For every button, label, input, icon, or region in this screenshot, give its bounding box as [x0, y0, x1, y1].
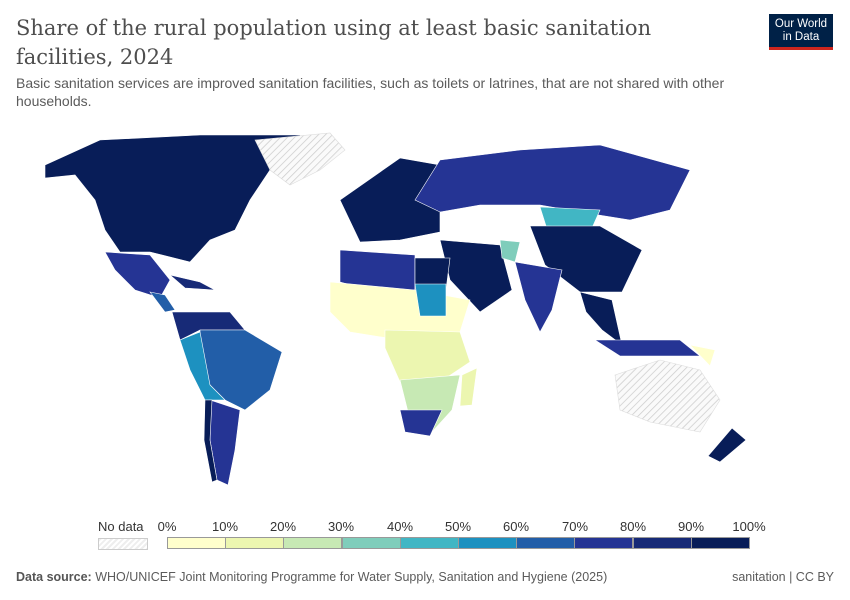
region-greenland[interactable]: [254, 132, 346, 186]
logo-line1: Our World: [774, 18, 828, 30]
region-mexico[interactable]: [104, 251, 171, 299]
region-russia[interactable]: [414, 144, 691, 221]
source-text[interactable]: WHO/UNICEF Joint Monitoring Programme fo…: [95, 570, 608, 584]
legend-tick: 40%: [386, 519, 414, 534]
region-new-zealand[interactable]: [707, 427, 747, 463]
data-source: Data source: WHO/UNICEF Joint Monitoring…: [16, 570, 607, 584]
legend-bin[interactable]: [574, 537, 634, 549]
legend-no-data-label: No data: [98, 519, 144, 534]
logo-line2: in Data: [782, 31, 820, 43]
legend-no-data-swatch: [98, 538, 148, 550]
region-india[interactable]: [514, 261, 563, 333]
region-sudan[interactable]: [414, 283, 447, 317]
region-central-africa[interactable]: [384, 329, 471, 383]
legend-bin[interactable]: [632, 537, 692, 549]
legend-tick: 50%: [444, 519, 472, 534]
region-north-america[interactable]: [44, 134, 311, 263]
region-papua-new-guinea[interactable]: [689, 344, 716, 367]
legend-bin[interactable]: [225, 537, 285, 549]
license[interactable]: sanitation | CC BY: [732, 570, 834, 584]
legend-tick: 100%: [732, 519, 766, 534]
region-central-america[interactable]: [149, 291, 176, 313]
region-europe[interactable]: [339, 157, 441, 243]
legend-tick: 80%: [619, 519, 647, 534]
region-peru-bolivia[interactable]: [179, 331, 226, 401]
legend-bin[interactable]: [283, 537, 343, 549]
region-indonesia-philippines[interactable]: [593, 339, 701, 357]
chart-title: Share of the rural population using at l…: [16, 16, 652, 69]
chart-subtitle: Basic sanitation services are improved s…: [16, 75, 725, 109]
legend-tick: 0%: [157, 519, 177, 534]
legend-tick: 70%: [561, 519, 589, 534]
source-label: Data source:: [16, 570, 92, 584]
legend-bin[interactable]: [399, 537, 459, 549]
world-map[interactable]: [0, 120, 850, 510]
legend: No data 0% 10% 20% 30% 40% 50% 60% 70% 8…: [0, 515, 850, 555]
region-madagascar[interactable]: [459, 367, 478, 407]
legend-tick: 90%: [677, 519, 705, 534]
legend-bin[interactable]: [690, 537, 750, 549]
region-chile[interactable]: [203, 399, 218, 483]
region-south-africa[interactable]: [399, 409, 443, 437]
region-mongolia[interactable]: [539, 206, 601, 229]
legend-tick: 60%: [502, 519, 530, 534]
legend-bin[interactable]: [341, 537, 401, 549]
legend-tick: 10%: [211, 519, 239, 534]
region-australia[interactable]: [614, 359, 721, 433]
legend-bin[interactable]: [516, 537, 576, 549]
legend-bin[interactable]: [458, 537, 517, 549]
legend-tick: 20%: [269, 519, 297, 534]
region-southeast-asia[interactable]: [579, 291, 623, 346]
legend-tick: 30%: [327, 519, 355, 534]
legend-bin[interactable]: [167, 537, 226, 549]
region-caribbean[interactable]: [169, 274, 216, 291]
region-china[interactable]: [529, 225, 643, 293]
owid-logo[interactable]: Our World in Data: [769, 14, 833, 50]
